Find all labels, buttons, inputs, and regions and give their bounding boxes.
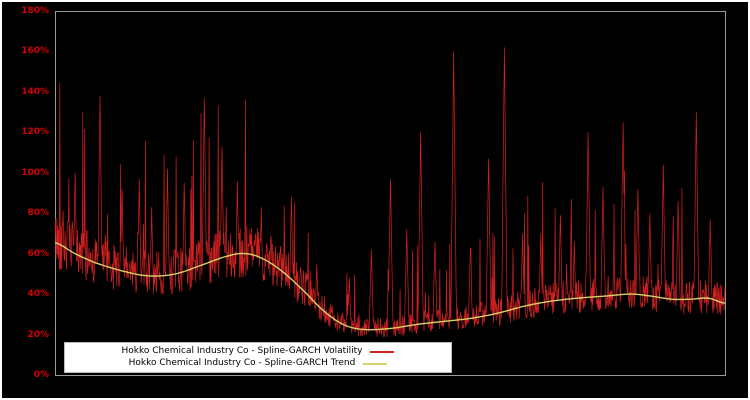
y-tick-label: 180%	[21, 6, 49, 16]
trend-line-sample	[363, 362, 388, 365]
volatility-line-sample	[370, 350, 395, 353]
legend-label-trend: Hokko Chemical Industry Co - Spline-GARC…	[128, 358, 356, 368]
y-tick-label: 20%	[27, 329, 49, 340]
legend: Hokko Chemical Industry Co - Spline-GARC…	[64, 342, 452, 373]
y-tick-label: 160%	[21, 46, 49, 57]
y-tick-label: 40%	[27, 289, 49, 300]
legend-item-volatility: Hokko Chemical Industry Co - Spline-GARC…	[122, 346, 395, 357]
legend-item-trend: Hokko Chemical Industry Co - Spline-GARC…	[129, 358, 388, 369]
legend-label-volatility: Hokko Chemical Industry Co - Spline-GARC…	[121, 346, 363, 356]
trend-series-line	[54, 241, 726, 331]
y-tick-label: 120%	[21, 127, 49, 138]
y-axis-tick-labels: 0% 20% 40% 60% 80% 100% 120% 140% 160% 180%	[2, 2, 52, 398]
y-tick-label: 140%	[21, 86, 49, 97]
y-tick-label: 0%	[33, 370, 49, 380]
y-tick-label: 100%	[21, 167, 49, 178]
volatility-series-line	[54, 47, 726, 338]
y-tick-label: 60%	[27, 248, 49, 259]
plot-frame	[55, 11, 726, 376]
y-tick-label: 80%	[27, 208, 49, 219]
